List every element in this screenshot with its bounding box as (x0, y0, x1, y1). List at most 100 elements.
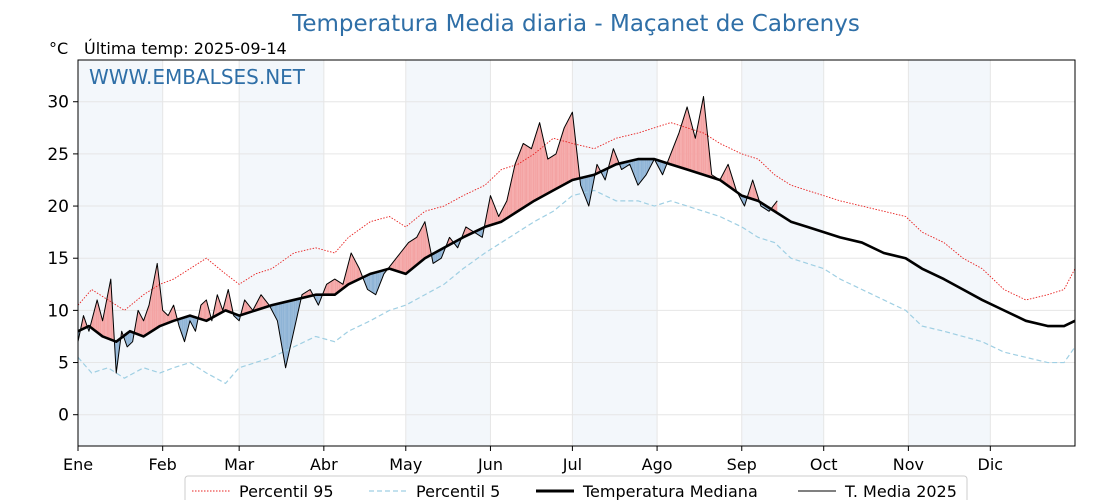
above-median-fill (571, 112, 573, 181)
above-median-fill (139, 312, 141, 336)
legend-box (184, 475, 968, 500)
above-median-fill (572, 112, 574, 180)
below-median-fill (285, 301, 287, 368)
above-median-fill (259, 294, 262, 310)
above-median-fill (465, 226, 468, 237)
below-median-fill (368, 273, 371, 292)
above-median-fill (147, 305, 150, 334)
below-median-fill (435, 251, 438, 262)
below-median-fill (274, 304, 277, 319)
above-median-fill (144, 312, 147, 336)
above-median-fill (143, 316, 145, 337)
above-median-fill (401, 249, 404, 273)
below-median-fill (183, 317, 185, 342)
above-median-fill (349, 253, 352, 284)
above-median-fill (109, 279, 111, 340)
above-median-fill (150, 291, 152, 333)
below-median-fill (480, 228, 483, 238)
above-median-fill (538, 122, 540, 199)
above-median-fill (676, 136, 678, 167)
above-median-fill (725, 166, 727, 185)
x-tick-label: Abr (310, 455, 338, 474)
above-median-fill (162, 310, 165, 325)
below-median-fill (644, 159, 647, 177)
below-median-fill (642, 159, 644, 180)
above-median-fill (519, 150, 521, 211)
above-median-fill (545, 146, 547, 195)
above-median-fill (673, 143, 675, 166)
above-median-fill (687, 106, 689, 170)
below-median-fill (292, 299, 294, 338)
above-median-fill (337, 280, 339, 293)
above-median-fill (202, 302, 204, 320)
y-tick-label: 5 (58, 354, 69, 374)
below-median-fill (373, 272, 375, 294)
above-median-fill (692, 127, 694, 172)
above-median-fill (523, 143, 525, 208)
above-median-fill (344, 273, 346, 288)
above-median-fill (423, 221, 425, 260)
above-median-fill (516, 157, 518, 213)
above-median-fill (400, 251, 402, 273)
below-median-fill (288, 300, 290, 356)
below-median-fill (192, 316, 195, 329)
legend-label-p5: Percentil 5 (416, 482, 500, 500)
above-median-fill (357, 266, 360, 280)
above-median-fill (696, 124, 699, 174)
above-median-fill (262, 296, 264, 309)
above-median-fill (172, 305, 174, 322)
above-median-fill (327, 282, 330, 295)
above-median-fill (422, 224, 424, 261)
chart-title: Temperatura Media diaria - Maçanet de Ca… (291, 11, 860, 37)
above-median-fill (510, 176, 513, 216)
x-tick-label: May (389, 455, 422, 474)
above-median-fill (403, 247, 405, 274)
below-median-fill (650, 159, 652, 167)
above-median-fill (398, 253, 401, 273)
above-median-fill (569, 114, 572, 182)
above-median-fill (557, 145, 559, 189)
above-median-fill (532, 139, 535, 202)
below-median-fill (439, 249, 442, 260)
above-median-fill (404, 246, 406, 274)
above-median-fill (170, 307, 173, 322)
above-median-fill (166, 314, 169, 324)
below-median-fill (181, 317, 184, 338)
below-median-fill (127, 332, 129, 347)
below-median-fill (375, 272, 378, 295)
below-median-fill (441, 248, 443, 259)
above-median-fill (512, 170, 514, 215)
below-median-fill (657, 159, 659, 167)
x-tick-label: Mar (224, 455, 255, 474)
below-median-fill (289, 300, 292, 350)
above-median-fill (517, 153, 520, 212)
legend-label-2025: T. Media 2025 (844, 482, 957, 500)
above-median-fill (99, 310, 102, 336)
above-median-fill (755, 188, 757, 201)
x-tick-label: Feb (149, 455, 177, 474)
above-median-fill (394, 258, 397, 271)
above-median-fill (553, 154, 555, 191)
month-band (239, 60, 324, 446)
above-median-fill (672, 146, 674, 166)
legend-label-median: Temperatura Mediana (582, 482, 758, 500)
above-median-fill (497, 213, 499, 224)
above-median-fill (207, 305, 210, 321)
above-median-fill (165, 312, 167, 324)
below-median-fill (284, 301, 286, 368)
above-median-fill (157, 263, 159, 328)
below-median-fill (184, 316, 186, 342)
above-median-fill (698, 117, 700, 174)
below-median-fill (636, 159, 638, 186)
above-median-fill (105, 299, 107, 339)
y-unit-label: °C (49, 39, 68, 58)
below-median-fill (661, 161, 663, 175)
below-median-fill (291, 300, 293, 344)
x-tick-label: Jun (477, 455, 503, 474)
below-median-fill (128, 331, 130, 346)
above-median-fill (509, 182, 511, 217)
above-median-fill (534, 135, 536, 201)
x-tick-label: Dic (978, 455, 1004, 474)
above-median-fill (408, 241, 410, 272)
below-median-fill (637, 159, 640, 186)
